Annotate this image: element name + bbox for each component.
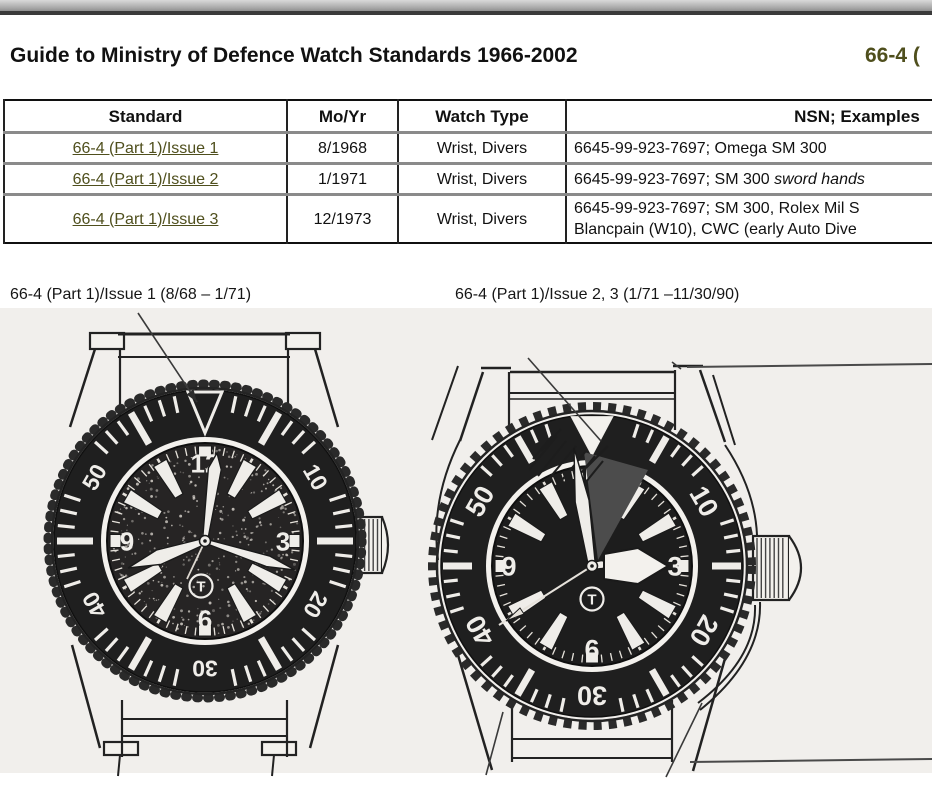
link-66-4-part1-issue-3[interactable]: 66-4 (Part 1)/Issue 3 xyxy=(72,210,219,228)
hands xyxy=(498,447,670,626)
svg-text:3: 3 xyxy=(276,526,290,556)
cell-nsn-examples: 6645-99-923-7697; SM 300, Rolex Mil S Bla… xyxy=(565,193,932,243)
link-66-4-part1-issue-1[interactable]: 66-4 (Part 1)/Issue 1 xyxy=(72,139,219,157)
cell-watch-type: Wrist, Divers xyxy=(397,193,566,243)
cell-nsn-examples: 6645-99-923-7697; SM 300 sword hands xyxy=(565,162,932,195)
page-title: Guide to Ministry of Defence Watch Stand… xyxy=(10,44,578,67)
table-row: 66-4 (Part 1)/Issue 3 12/1973 Wrist, Div… xyxy=(3,193,932,243)
cell-mo-yr: 12/1973 xyxy=(286,193,398,243)
crown xyxy=(751,534,802,602)
svg-text:T: T xyxy=(196,578,205,595)
table-row: 66-4 (Part 1)/Issue 1 8/1968 Wrist, Dive… xyxy=(3,131,932,164)
italic-note: sword hands xyxy=(774,170,865,188)
shaded-sector xyxy=(584,452,648,560)
svg-text:30: 30 xyxy=(192,656,218,682)
link-66-4-part1-issue-2[interactable]: 66-4 (Part 1)/Issue 2 xyxy=(72,170,219,188)
cell-watch-type: Wrist, Divers xyxy=(397,131,566,164)
svg-text:T: T xyxy=(587,591,596,608)
cell-mo-yr: 1/1971 xyxy=(286,162,398,195)
figure-caption-issue-2-3: 66-4 (Part 1)/Issue 2, 3 (1/71 –11/30/90… xyxy=(455,286,740,303)
section-ref-label: 66-4 ( xyxy=(865,44,920,67)
svg-text:3: 3 xyxy=(667,552,682,582)
col-header-standard: Standard xyxy=(3,100,287,133)
annotation-lines xyxy=(137,312,932,778)
col-header-nsn-examples: NSN; Examples xyxy=(565,100,932,133)
window-chrome-edge xyxy=(0,0,932,15)
svg-text:30: 30 xyxy=(577,680,607,710)
standards-table: Standard Mo/Yr Watch Type NSN; Examples … xyxy=(3,99,932,244)
circled-t-logo: T xyxy=(188,573,214,599)
case-and-strap xyxy=(431,364,762,772)
page-heading: Guide to Ministry of Defence Watch Stand… xyxy=(10,44,932,70)
svg-text:9: 9 xyxy=(120,526,134,556)
hands xyxy=(127,451,296,580)
col-header-mo-yr: Mo/Yr xyxy=(286,100,398,133)
svg-text:6: 6 xyxy=(198,604,212,634)
cell-nsn-examples: 6645-99-923-7697; Omega SM 300 xyxy=(565,131,932,164)
col-header-watch-type: Watch Type xyxy=(397,100,566,133)
cell-watch-type: Wrist, Divers xyxy=(397,162,566,195)
svg-text:9: 9 xyxy=(501,552,516,582)
table-row: 66-4 (Part 1)/Issue 2 1/1971 Wrist, Dive… xyxy=(3,162,932,195)
circled-t-logo: T xyxy=(579,586,605,612)
cell-mo-yr: 8/1968 xyxy=(286,131,398,164)
figure-caption-issue-1: 66-4 (Part 1)/Issue 1 (8/68 – 1/71) xyxy=(10,286,252,303)
svg-text:6: 6 xyxy=(584,635,599,665)
table-header-row: Standard Mo/Yr Watch Type NSN; Examples xyxy=(3,100,932,133)
